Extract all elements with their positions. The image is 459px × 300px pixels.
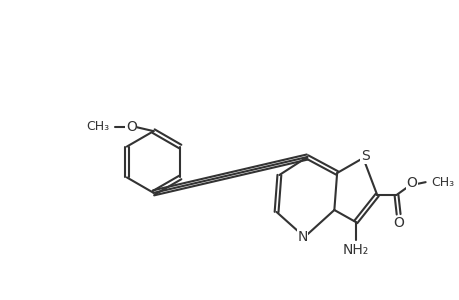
Text: S: S	[360, 149, 369, 163]
Text: O: O	[392, 216, 403, 230]
Text: NH₂: NH₂	[342, 243, 368, 257]
Text: O: O	[126, 120, 136, 134]
Text: CH₃: CH₃	[430, 176, 453, 189]
Text: O: O	[406, 176, 416, 190]
Text: CH₃: CH₃	[86, 120, 109, 134]
Text: N: N	[297, 230, 307, 244]
